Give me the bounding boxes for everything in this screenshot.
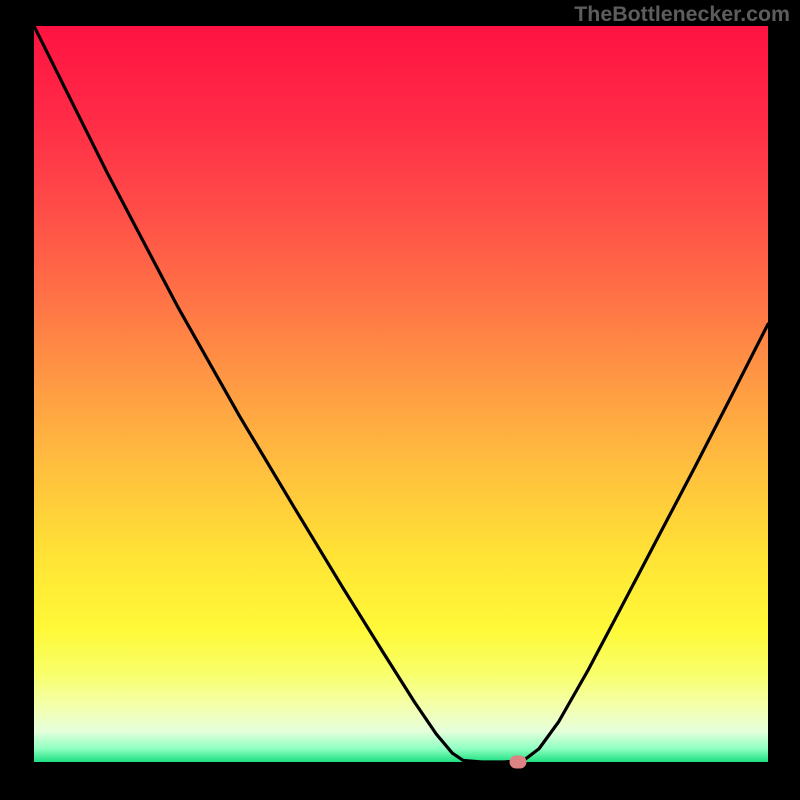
chart-frame: TheBottlenecker.com [0,0,800,800]
chart-svg [34,26,768,762]
gradient-background [34,26,768,762]
optimal-point-marker [510,756,527,769]
plot-area [34,26,768,762]
watermark-text: TheBottlenecker.com [574,2,790,27]
